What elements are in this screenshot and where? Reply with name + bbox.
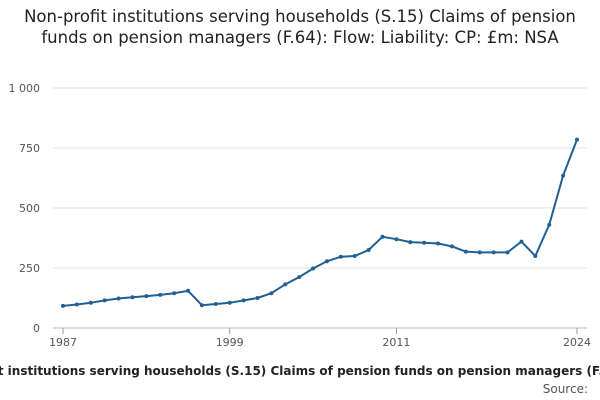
- point: [130, 295, 135, 300]
- y-tick-label: 750: [19, 142, 40, 155]
- y-tick-label: 500: [19, 202, 40, 215]
- point: [172, 291, 177, 296]
- point: [158, 292, 163, 297]
- point: [311, 266, 316, 271]
- point: [352, 254, 357, 258]
- point: [408, 240, 413, 245]
- point: [88, 300, 93, 305]
- point: [102, 298, 107, 303]
- y-tick-label: 0: [33, 322, 40, 335]
- title-box: Non-profit institutions serving househol…: [24, 7, 576, 47]
- point: [519, 239, 524, 244]
- point: [477, 250, 482, 255]
- point: [241, 298, 246, 303]
- x-tick-label: 2011: [382, 336, 410, 349]
- point: [463, 249, 468, 254]
- point: [297, 275, 302, 280]
- point: [547, 222, 552, 227]
- point: [338, 254, 343, 259]
- point: [394, 237, 399, 242]
- point: [255, 296, 260, 300]
- point: [449, 244, 454, 249]
- x-axis-label: Non-profit institutions serving househol…: [0, 364, 600, 378]
- point: [199, 303, 204, 308]
- x-tick-label: 1999: [216, 336, 244, 349]
- point: [366, 248, 371, 252]
- point: [324, 259, 329, 264]
- point: [283, 282, 288, 287]
- point: [269, 291, 274, 296]
- y-tick-label: 1 000: [9, 82, 41, 95]
- point: [227, 300, 232, 305]
- x-tick-label: 2024: [563, 336, 591, 349]
- line: [62, 139, 578, 307]
- point: [491, 250, 496, 255]
- point: [575, 137, 579, 142]
- chart-title: Non-profit institutions serving househol…: [24, 7, 576, 47]
- x-tick-label: 1987: [49, 336, 77, 349]
- point: [186, 288, 191, 293]
- point: [380, 234, 385, 239]
- point: [422, 240, 427, 245]
- point: [561, 173, 566, 178]
- point: [213, 302, 218, 306]
- point: [533, 254, 538, 258]
- point: [116, 296, 121, 301]
- source: Source:: [543, 382, 588, 396]
- point: [436, 241, 441, 246]
- point: [505, 250, 510, 255]
- point: [74, 302, 79, 307]
- y-tick-label: 250: [19, 262, 40, 275]
- point: [144, 294, 149, 299]
- point: [61, 303, 65, 308]
